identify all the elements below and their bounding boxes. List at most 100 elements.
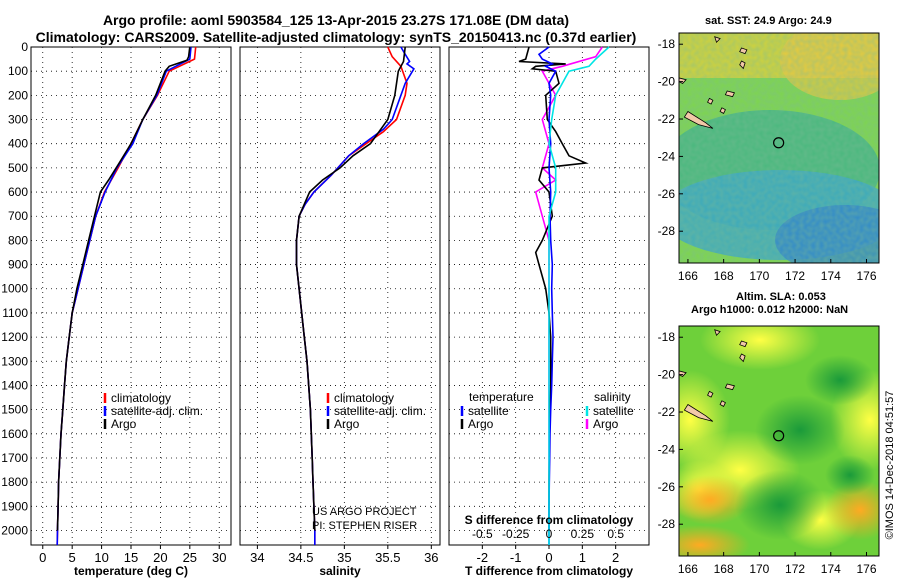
depth-tick-label: 0 bbox=[21, 40, 28, 54]
depth-tick-label: 1200 bbox=[1, 330, 28, 344]
salinity-tick-label: 34 bbox=[250, 550, 264, 565]
argo-location-marker bbox=[773, 137, 785, 149]
argo-location-marker bbox=[773, 430, 785, 442]
figure-subtitle: Climatology: CARS2009. Satellite-adjuste… bbox=[35, 29, 637, 45]
imos-stamp: ©IMOS 14-Dec-2018 04:51:57 bbox=[884, 391, 896, 540]
island-shape bbox=[739, 47, 748, 55]
map-2-lat-label: -18 bbox=[658, 330, 676, 344]
panel-1-frame bbox=[239, 46, 441, 546]
island-shape bbox=[739, 60, 746, 70]
depth-tick-label: 900 bbox=[8, 258, 28, 272]
tdiff-axis-label: T difference from climatology bbox=[465, 564, 633, 578]
panel-0-frame bbox=[30, 46, 232, 546]
depth-tick-label: 500 bbox=[8, 161, 28, 175]
pi-credit: PI: STEPHEN RISER bbox=[312, 520, 417, 532]
map-2-lat-label: -24 bbox=[658, 442, 676, 456]
depth-tick-label: 200 bbox=[8, 88, 28, 102]
sla-map-title: Altim. SLA: 0.053 bbox=[736, 291, 826, 303]
depth-tick-label: 1900 bbox=[1, 499, 28, 513]
sla-high-patch bbox=[700, 326, 820, 370]
map-1-lat-label: -28 bbox=[658, 224, 676, 238]
depth-tick-label: 700 bbox=[8, 209, 28, 223]
map-2-lon-label: 176 bbox=[856, 562, 876, 576]
island-shape bbox=[724, 90, 735, 98]
island-shape bbox=[739, 353, 746, 363]
diff-legend-salinity-title: salinity bbox=[594, 390, 631, 404]
diff-temperature-legend-label: satellite bbox=[468, 404, 509, 418]
tdiff-tick-label: 2 bbox=[612, 550, 619, 565]
island-shape bbox=[714, 329, 721, 337]
diff-salinity-legend-label: satellite bbox=[593, 404, 634, 418]
depth-tick-label: 100 bbox=[8, 64, 28, 78]
map-1-lon-label: 168 bbox=[714, 269, 734, 283]
salinity-tick-label: 36 bbox=[424, 550, 438, 565]
temperature-tick-label: 15 bbox=[124, 550, 138, 565]
island-shape bbox=[724, 383, 735, 391]
map-1-lon-label: 174 bbox=[821, 269, 841, 283]
map-2-lon-label: 174 bbox=[821, 562, 841, 576]
depth-tick-label: 1000 bbox=[1, 282, 28, 296]
salinity-satellite-diff-line bbox=[548, 46, 610, 545]
depth-tick-label: 1400 bbox=[1, 378, 28, 392]
map-2-lon-label: 170 bbox=[749, 562, 769, 576]
temperature-legend-label: climatology bbox=[111, 391, 171, 405]
depth-tick-label: 600 bbox=[8, 185, 28, 199]
island-shape bbox=[719, 400, 726, 407]
depth-tick-label: 400 bbox=[8, 137, 28, 151]
salinity-tick-label: 35 bbox=[337, 550, 351, 565]
map-1-lat-label: -24 bbox=[658, 149, 676, 163]
island-shape bbox=[707, 390, 714, 398]
sdiff-tick-label: 0.25 bbox=[571, 527, 595, 541]
sla-map-subtitle: Argo h1000: 0.012 h2000: NaN bbox=[691, 304, 849, 316]
depth-tick-label: 1300 bbox=[1, 354, 28, 368]
temperature-tick-label: 25 bbox=[183, 550, 197, 565]
tdiff-tick-label: 0 bbox=[545, 550, 552, 565]
diff-salinity-legend-label: Argo bbox=[593, 417, 619, 431]
sla-low-patch bbox=[805, 355, 875, 405]
temperature-tick-label: 10 bbox=[94, 550, 108, 565]
sla-low-patch bbox=[825, 455, 875, 495]
island-shape bbox=[683, 110, 714, 129]
map-2-lat-label: -28 bbox=[658, 517, 676, 531]
sdiff-axis-label: S difference from climatology bbox=[465, 513, 634, 527]
sla-low-patch bbox=[735, 470, 825, 540]
island-shape bbox=[683, 403, 714, 422]
salinity-axis-label: salinity bbox=[319, 564, 361, 578]
temperature-climatology-line bbox=[56, 46, 197, 546]
map-1-frame bbox=[678, 32, 880, 264]
figure-title: Argo profile: aoml 5903584_125 13-Apr-20… bbox=[102, 12, 570, 28]
salinity-legend-label: Argo bbox=[334, 417, 360, 431]
temperature-tick-label: 0 bbox=[39, 550, 46, 565]
island-shape bbox=[739, 340, 748, 348]
temperature-tick-label: 30 bbox=[212, 550, 226, 565]
depth-tick-label: 800 bbox=[8, 233, 28, 247]
sdiff-tick-label: -0.5 bbox=[472, 527, 493, 541]
island-shape bbox=[707, 97, 714, 105]
map-1-lon-label: 172 bbox=[785, 269, 805, 283]
map-2-lon-label: 166 bbox=[678, 562, 698, 576]
salinity-argo-line bbox=[295, 46, 406, 531]
depth-tick-label: 1700 bbox=[1, 451, 28, 465]
tdiff-tick-label: 1 bbox=[579, 550, 586, 565]
map-1-lon-label: 170 bbox=[749, 269, 769, 283]
map-1-lat-label: -22 bbox=[658, 112, 676, 126]
map-2-lat-label: -22 bbox=[658, 405, 676, 419]
island-shape bbox=[719, 107, 726, 114]
diff-legend-temperature-title: temperature bbox=[469, 390, 534, 404]
tdiff-tick-label: -2 bbox=[477, 550, 489, 565]
diff-temperature-legend-label: Argo bbox=[468, 417, 494, 431]
depth-tick-label: 1800 bbox=[1, 475, 28, 489]
map-1-lon-label: 166 bbox=[678, 269, 698, 283]
sla-map-image bbox=[679, 326, 879, 556]
temperature-axis-label: temperature (deg C) bbox=[74, 564, 188, 578]
temperature-legend-label: Argo bbox=[111, 417, 137, 431]
depth-tick-label: 300 bbox=[8, 113, 28, 127]
map-2-lat-label: -20 bbox=[658, 368, 676, 382]
map-2-lat-label: -26 bbox=[658, 480, 676, 494]
sdiff-tick-label: -0.25 bbox=[502, 527, 530, 541]
sla-higher-patch bbox=[679, 525, 750, 556]
sdiff-tick-label: 0.5 bbox=[607, 527, 624, 541]
depth-tick-label: 1100 bbox=[2, 306, 28, 320]
